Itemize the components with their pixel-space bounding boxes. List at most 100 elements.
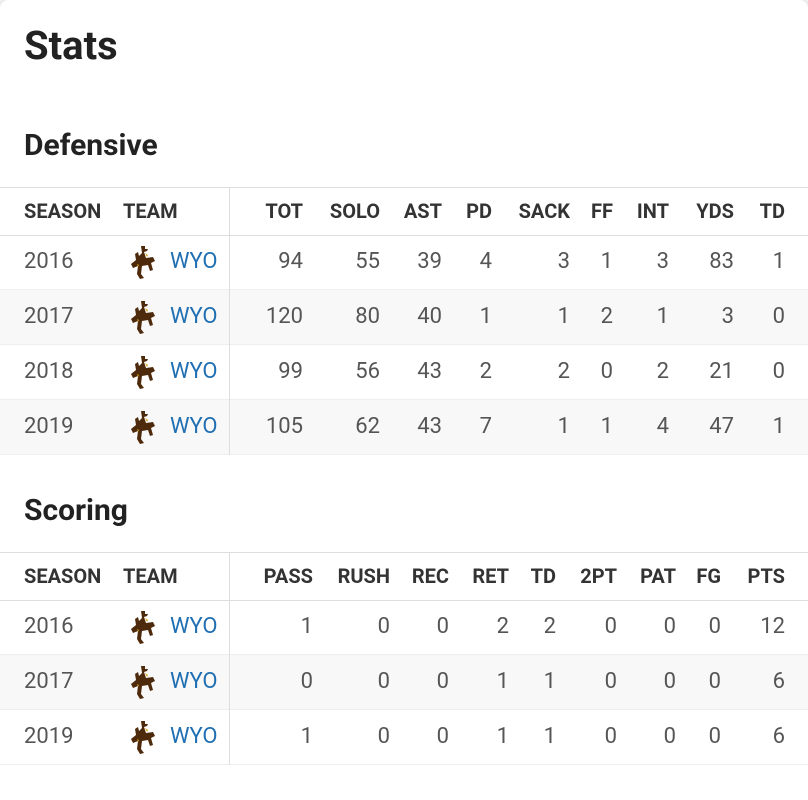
season-cell: 2019 [24, 724, 74, 749]
stat-cell: 1 [600, 249, 613, 274]
stat-cell: 99 [278, 359, 303, 384]
stat-cell: 1 [479, 304, 492, 329]
stat-cell: 0 [708, 724, 721, 749]
team-logo-wrap [129, 354, 157, 390]
stat-cell: 12 [760, 614, 785, 639]
team-logo [131, 356, 155, 389]
stat-cell: 3 [557, 249, 570, 274]
column-header: SOLO [329, 199, 380, 223]
column-header: TD [759, 199, 785, 223]
stat-cell: 0 [772, 304, 785, 329]
team-link[interactable]: WYO [170, 669, 218, 694]
stat-cell: 0 [663, 614, 676, 639]
stat-cell: 7 [479, 414, 492, 439]
stat-cell: 62 [355, 414, 380, 439]
stat-cell: 0 [377, 724, 390, 749]
column-header: RUSH [337, 564, 390, 588]
stat-cell: 0 [436, 724, 449, 749]
stat-cell: 21 [709, 359, 734, 384]
team-logo [131, 301, 155, 334]
section-title: Scoring [24, 493, 128, 528]
stat-cell: 2 [496, 614, 509, 639]
column-header: INT [636, 199, 669, 223]
column-header: TEAM [123, 199, 178, 223]
table-row [0, 655, 808, 710]
team-logo-wrap [129, 409, 157, 445]
column-header: REC [411, 564, 449, 588]
stat-cell: 1 [543, 669, 556, 694]
column-divider [229, 187, 230, 455]
team-logo [131, 611, 155, 644]
stat-cell: 1 [772, 249, 785, 274]
team-link[interactable]: WYO [170, 414, 218, 439]
table-row [0, 290, 808, 345]
stat-cell: 0 [604, 724, 617, 749]
stat-cell: 0 [377, 614, 390, 639]
team-logo [131, 721, 155, 754]
table-row [0, 600, 808, 655]
stat-cell: 4 [656, 414, 669, 439]
season-cell: 2017 [24, 669, 74, 694]
table-row [0, 710, 808, 765]
stat-cell: 1 [300, 614, 313, 639]
table-header-row [0, 552, 808, 601]
stat-cell: 2 [479, 359, 492, 384]
column-header: AST [403, 199, 442, 223]
stat-cell: 0 [663, 724, 676, 749]
team-logo-wrap [129, 299, 157, 335]
column-header: YDS [696, 199, 734, 223]
column-header: SACK [518, 199, 570, 223]
table-row [0, 235, 808, 290]
stat-cell: 1 [496, 669, 509, 694]
team-link[interactable]: WYO [170, 249, 218, 274]
column-header: 2PT [580, 564, 617, 588]
table-row [0, 345, 808, 400]
stat-cell: 1 [300, 724, 313, 749]
team-logo [131, 411, 155, 444]
column-header: TEAM [123, 564, 178, 588]
team-link[interactable]: WYO [170, 359, 218, 384]
stat-cell: 0 [600, 359, 613, 384]
stat-cell: 0 [436, 614, 449, 639]
stat-cell: 94 [278, 249, 303, 274]
stat-cell: 39 [417, 249, 442, 274]
stat-cell: 3 [721, 304, 734, 329]
stat-cell: 0 [300, 669, 313, 694]
stat-cell: 47 [709, 414, 734, 439]
stat-cell: 40 [417, 304, 442, 329]
column-header: FG [696, 564, 721, 588]
stat-cell: 1 [600, 414, 613, 439]
stat-cell: 43 [417, 359, 442, 384]
stat-cell: 0 [604, 614, 617, 639]
stat-cell: 0 [708, 669, 721, 694]
team-link[interactable]: WYO [170, 304, 218, 329]
column-header: PTS [747, 564, 785, 588]
column-header: TD [530, 564, 556, 588]
stat-cell: 0 [663, 669, 676, 694]
column-header: PD [466, 199, 492, 223]
team-link[interactable]: WYO [170, 724, 218, 749]
stat-cell: 6 [772, 669, 785, 694]
stat-cell: 0 [377, 669, 390, 694]
stat-cell: 0 [708, 614, 721, 639]
stat-cell: 3 [656, 249, 669, 274]
stat-cell: 80 [355, 304, 380, 329]
stat-cell: 4 [479, 249, 492, 274]
team-link[interactable]: WYO [170, 614, 218, 639]
team-logo [131, 246, 155, 279]
stat-cell: 6 [772, 724, 785, 749]
team-logo-wrap [129, 609, 157, 645]
stat-cell: 55 [355, 249, 380, 274]
season-cell: 2017 [24, 304, 74, 329]
column-header: SEASON [24, 564, 102, 588]
stat-cell: 0 [436, 669, 449, 694]
table-header-row [0, 187, 808, 236]
stat-cell: 2 [656, 359, 669, 384]
section-title: Defensive [24, 128, 158, 163]
season-cell: 2016 [24, 249, 74, 274]
stat-cell: 2 [600, 304, 613, 329]
stat-cell: 1 [496, 724, 509, 749]
column-header: TOT [265, 199, 303, 223]
team-logo-wrap [129, 719, 157, 755]
